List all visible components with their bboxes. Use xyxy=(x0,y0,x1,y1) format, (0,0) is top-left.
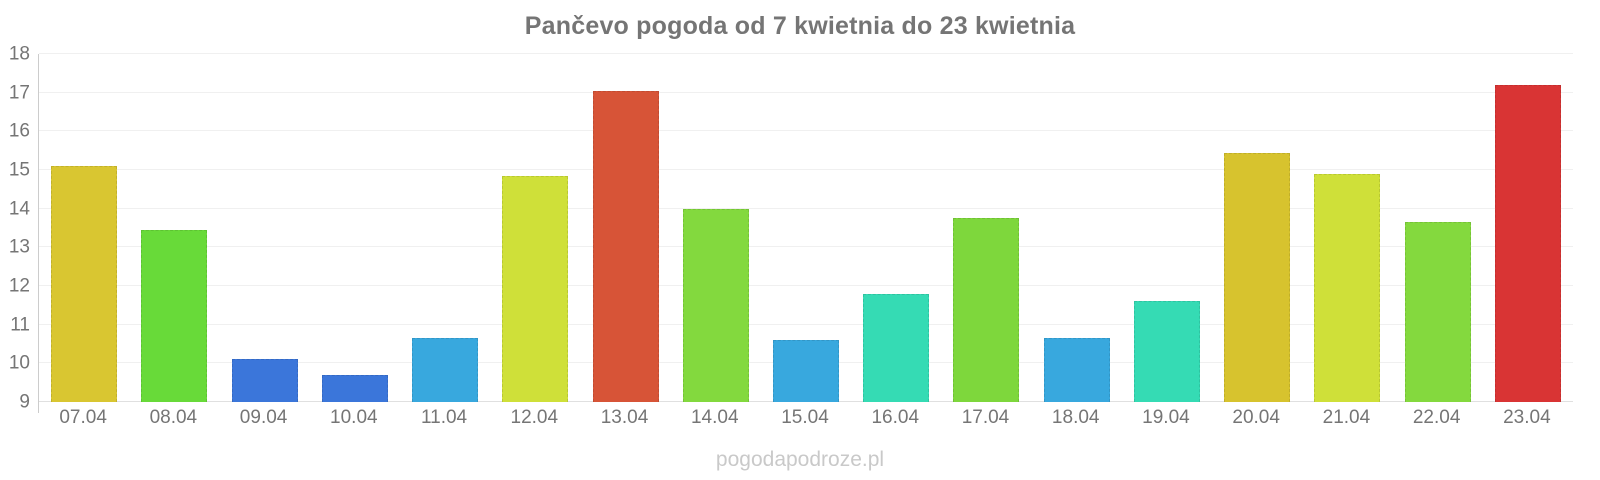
x-tick-label: 20.04 xyxy=(1232,407,1280,428)
y-tick-label: 11 xyxy=(10,314,30,336)
x-tick-label: 07.04 xyxy=(59,407,107,428)
bar[interactable] xyxy=(412,338,479,402)
chart-title: Pančevo pogoda od 7 kwietnia do 23 kwiet… xyxy=(524,12,1076,40)
x-tick-label: 08.04 xyxy=(149,407,198,428)
bar[interactable] xyxy=(231,359,298,402)
bar[interactable] xyxy=(863,293,930,402)
x-tick-label: 19.04 xyxy=(1142,407,1190,428)
gridline xyxy=(39,323,1573,325)
bar[interactable] xyxy=(1494,84,1561,402)
bar[interactable] xyxy=(1314,173,1381,402)
gridline xyxy=(39,246,1573,248)
gridline xyxy=(39,285,1573,286)
bar[interactable] xyxy=(1224,152,1291,402)
y-tick-label: 10 xyxy=(8,352,30,374)
bar[interactable] xyxy=(321,374,388,402)
bar[interactable] xyxy=(682,208,749,402)
x-tick-label: 15.04 xyxy=(781,407,829,428)
bar[interactable] xyxy=(773,340,839,402)
x-tick-label: 12.04 xyxy=(510,407,559,428)
bar[interactable] xyxy=(502,175,569,402)
x-tick-label: 11.04 xyxy=(420,407,468,428)
y-axis-tick xyxy=(38,402,39,413)
bar[interactable] xyxy=(1043,338,1110,402)
y-tick-label: 17 xyxy=(8,82,30,104)
x-tick-label: 21.04 xyxy=(1322,407,1371,428)
y-tick-label: 14 xyxy=(8,198,30,220)
bar[interactable] xyxy=(953,218,1020,402)
x-axis-labels: 07.04 08.04 09.04 10.04 11.04 12.04 13.04 14.04… xyxy=(38,408,1572,434)
x-tick-label: 10.04 xyxy=(330,407,378,428)
x-tick-label: 18.04 xyxy=(1051,407,1100,428)
bar[interactable] xyxy=(1404,222,1471,402)
plot-area xyxy=(38,53,1573,413)
y-tick-label: 16 xyxy=(8,120,30,142)
y-tick-label: 13 xyxy=(8,236,30,258)
x-tick-label: 17.04 xyxy=(961,407,1010,428)
y-tick-label: 18 xyxy=(8,43,30,65)
bar[interactable] xyxy=(141,229,208,402)
y-tick-label: 15 xyxy=(8,159,30,181)
gridline xyxy=(39,130,1573,132)
gridline xyxy=(39,53,1573,54)
bar[interactable] xyxy=(592,90,659,402)
x-tick-label: 09.04 xyxy=(239,407,288,428)
x-tick-label: 23.04 xyxy=(1503,407,1551,428)
gridline xyxy=(39,91,1573,93)
gridline xyxy=(39,169,1573,170)
bar[interactable] xyxy=(51,166,118,402)
watermark: pogodapodroze.pl xyxy=(715,448,885,471)
y-tick-label: 9 xyxy=(19,391,30,413)
x-tick-label: 14.04 xyxy=(690,407,739,428)
x-tick-label: 13.04 xyxy=(600,407,649,428)
gridline xyxy=(39,207,1573,209)
x-tick-label: 22.04 xyxy=(1412,407,1461,428)
y-axis-labels: 9 10 11 12 13 14 15 16 17 18 xyxy=(0,45,30,412)
bar[interactable] xyxy=(1133,301,1200,402)
y-tick-label: 12 xyxy=(8,275,30,297)
x-tick-label: 16.04 xyxy=(871,407,920,428)
